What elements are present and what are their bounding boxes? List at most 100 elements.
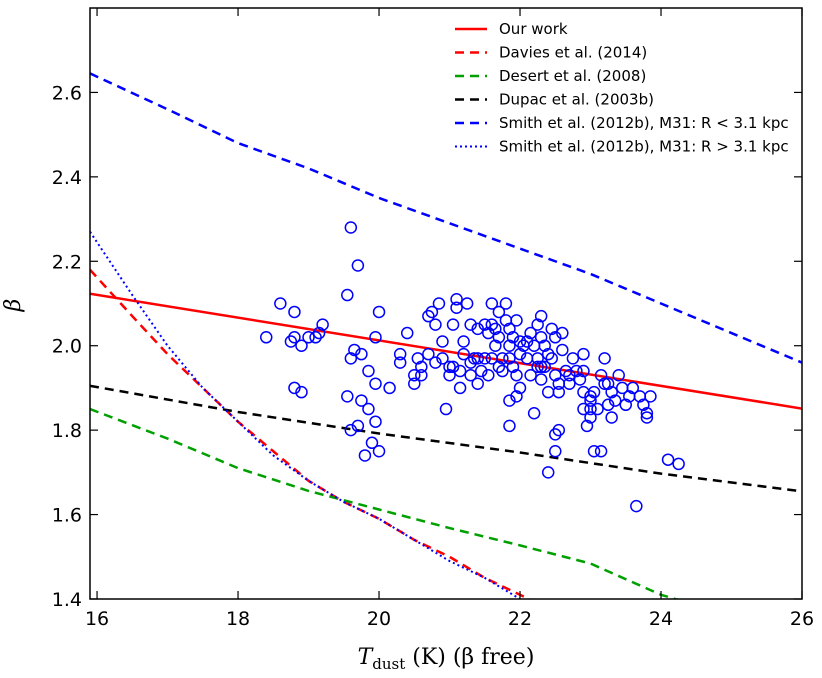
data-point xyxy=(341,288,354,302)
data-point xyxy=(471,352,484,365)
data-point xyxy=(432,297,446,310)
data-point xyxy=(450,293,463,306)
data-point xyxy=(556,343,569,357)
data-point xyxy=(524,369,537,382)
data-point xyxy=(372,305,386,319)
data-point xyxy=(577,402,590,416)
legend-label-3: Dupac et al. (2003b) xyxy=(499,91,654,109)
data-point xyxy=(619,398,633,412)
data-point xyxy=(503,339,516,352)
data-point xyxy=(503,419,516,433)
data-point xyxy=(489,322,502,336)
data-point xyxy=(541,466,555,479)
data-point xyxy=(355,394,368,407)
data-point xyxy=(453,364,467,378)
data-point xyxy=(408,369,421,382)
data-point xyxy=(429,318,442,331)
legend-label-1: Davies et al. (2014) xyxy=(499,44,647,62)
data-point xyxy=(549,445,562,458)
y-tick-label: 1.4 xyxy=(52,589,82,611)
data-point xyxy=(605,385,618,399)
data-point xyxy=(612,369,625,382)
data-point xyxy=(478,352,492,365)
legend-label-5: Smith et al. (2012b), M31: R > 3.1 kpc xyxy=(499,138,789,156)
data-point xyxy=(295,339,308,352)
data-point xyxy=(443,360,456,374)
data-point xyxy=(538,339,551,352)
data-point xyxy=(316,318,329,331)
series-line-2 xyxy=(90,407,680,599)
y-tick-label: 2.2 xyxy=(52,251,82,273)
data-point xyxy=(499,297,513,310)
data-point xyxy=(274,297,287,310)
x-tick-label: 18 xyxy=(226,608,250,630)
data-point xyxy=(351,259,365,272)
legend-label-4: Smith et al. (2012b), M31: R < 3.1 kpc xyxy=(499,114,789,132)
legend-label-0: Our work xyxy=(499,20,568,38)
data-point xyxy=(531,318,544,331)
data-point xyxy=(661,453,675,466)
data-point xyxy=(552,423,566,437)
data-point xyxy=(527,407,541,420)
data-point xyxy=(295,385,308,399)
data-point xyxy=(429,356,442,369)
data-point xyxy=(460,297,474,310)
data-point xyxy=(344,352,358,365)
data-point xyxy=(520,335,534,348)
data-point xyxy=(393,347,407,361)
data-point xyxy=(531,352,544,365)
x-tick-label: 22 xyxy=(508,608,532,630)
plot-frame xyxy=(89,7,803,600)
data-point xyxy=(446,318,460,331)
data-point xyxy=(365,436,379,450)
data-point xyxy=(358,449,372,462)
data-point xyxy=(545,322,558,336)
data-point xyxy=(288,381,301,395)
x-axis-label-main: T xyxy=(358,645,375,670)
data-point xyxy=(436,335,449,348)
legend: Our work Davies et al. (2014) Desert et al… xyxy=(455,20,789,156)
data-point xyxy=(584,390,597,403)
data-point xyxy=(584,394,597,407)
data-point xyxy=(259,331,273,344)
data-point xyxy=(605,411,618,424)
data-point xyxy=(601,398,615,412)
data-point xyxy=(492,360,506,374)
data-point xyxy=(538,360,551,374)
series-lines xyxy=(90,72,802,599)
data-point xyxy=(492,305,506,319)
data-point xyxy=(355,347,368,361)
data-point xyxy=(549,428,562,441)
data-point xyxy=(503,394,516,407)
data-point xyxy=(608,394,622,407)
data-point xyxy=(369,377,382,390)
data-point xyxy=(549,331,562,344)
axis-ticks: 16 18 20 22 24 26 1.4 1.6 1.8 2.0 2.2 2.4 2.6 xyxy=(52,8,814,630)
y-tick-label: 1.8 xyxy=(52,420,82,442)
data-point xyxy=(485,297,499,310)
data-point xyxy=(640,407,654,420)
data-point xyxy=(506,331,520,344)
series-line-0 xyxy=(90,292,802,410)
data-point xyxy=(475,364,488,378)
data-point xyxy=(513,347,527,361)
data-point xyxy=(672,457,685,471)
data-point xyxy=(464,318,477,331)
data-point xyxy=(439,402,453,416)
data-point xyxy=(556,326,569,340)
data-point xyxy=(302,331,315,344)
data-point xyxy=(372,445,386,458)
data-point xyxy=(446,360,460,374)
series-line-1 xyxy=(90,268,532,599)
data-point xyxy=(496,364,509,378)
data-point xyxy=(478,318,492,331)
series-line-5 xyxy=(90,231,521,599)
y-tick-label: 1.6 xyxy=(52,505,82,527)
data-point xyxy=(541,385,555,399)
data-point xyxy=(552,377,566,390)
x-tick-label: 24 xyxy=(649,608,673,630)
data-point xyxy=(598,377,611,390)
data-point xyxy=(598,352,611,365)
data-point xyxy=(400,326,414,340)
